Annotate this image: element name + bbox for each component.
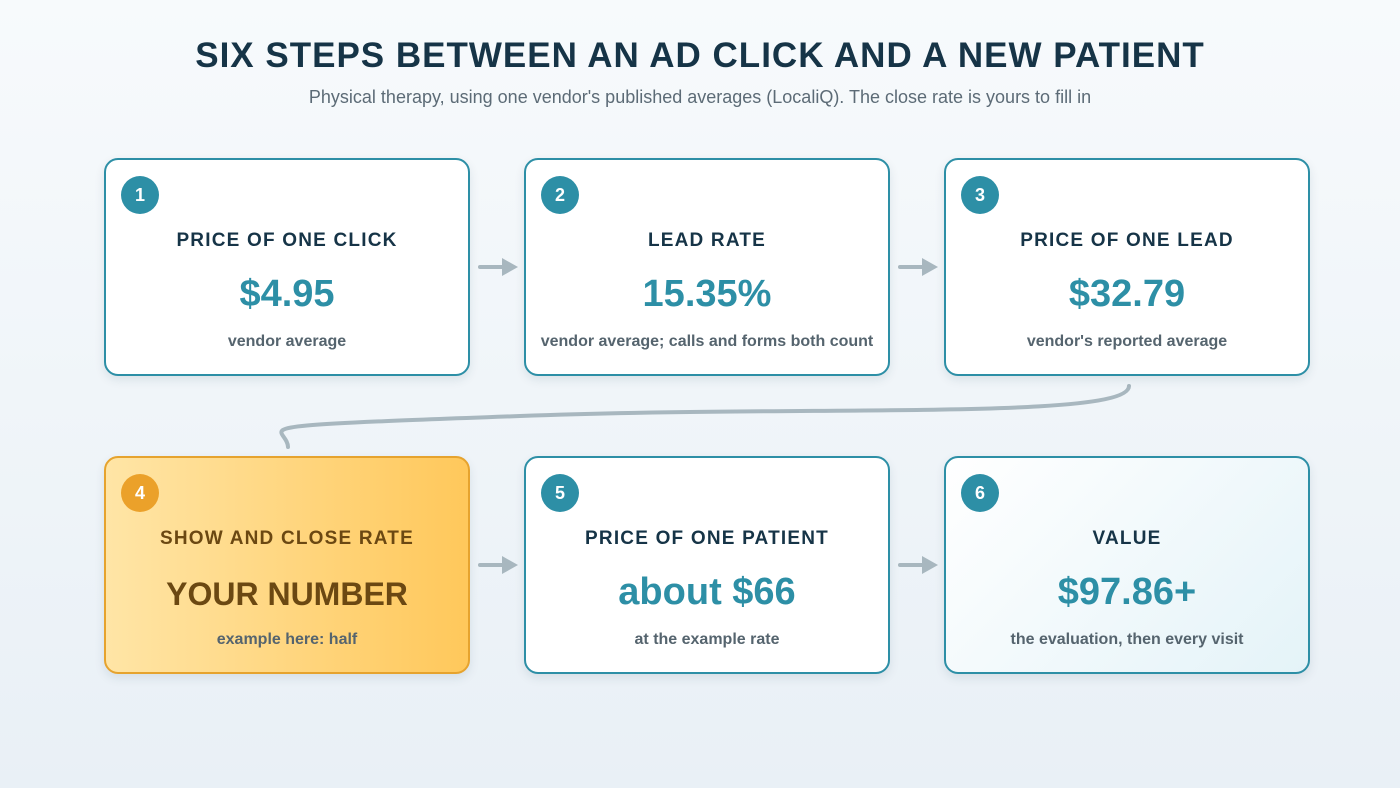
step-number-badge: 5 <box>541 474 579 512</box>
step-card-4: 4 SHOW AND CLOSE RATE YOUR NUMBER exampl… <box>104 456 470 674</box>
step-value: $97.86+ <box>1057 571 1197 613</box>
step-note: vendor's reported average <box>1026 333 1228 350</box>
step-number-badge: 1 <box>121 176 159 214</box>
step-note: vendor average <box>227 333 347 350</box>
step-label: PRICE OF ONE CLICK <box>176 230 398 251</box>
step-card-6: 6 VALUE $97.86+ the evaluation, then eve… <box>944 456 1310 674</box>
step-label: PRICE OF ONE LEAD <box>1020 230 1234 251</box>
connector-3-4 <box>279 384 1131 449</box>
arrow-1-2-icon <box>502 258 518 276</box>
step-value: about $66 <box>618 571 796 613</box>
step-number-badge: 3 <box>961 176 999 214</box>
step-card-2: 2 LEAD RATE 15.35% vendor average; calls… <box>524 158 890 376</box>
step-note: example here: half <box>216 631 358 648</box>
step-card-3: 3 PRICE OF ONE LEAD $32.79 vendor's repo… <box>944 158 1310 376</box>
step-card-1: 1 PRICE OF ONE CLICK $4.95 vendor averag… <box>104 158 470 376</box>
step-note: the evaluation, then every visit <box>1010 631 1244 648</box>
step-number-badge: 2 <box>541 176 579 214</box>
step-card-5: 5 PRICE OF ONE PATIENT about $66 at the … <box>524 456 890 674</box>
step-value: 15.35% <box>642 273 772 315</box>
arrow-5-6-icon <box>922 556 938 574</box>
arrow-4-5-icon <box>502 556 518 574</box>
step-value: $32.79 <box>1068 273 1186 315</box>
arrow-2-3-icon <box>922 258 938 276</box>
page-title: SIX STEPS BETWEEN AN AD CLICK AND A NEW … <box>195 36 1205 75</box>
step-label: SHOW AND CLOSE RATE <box>160 528 414 549</box>
step-note: at the example rate <box>634 631 780 648</box>
step-value: $4.95 <box>239 273 335 315</box>
page-subtitle: Physical therapy, using one vendor's pub… <box>308 87 1092 107</box>
step-label: PRICE OF ONE PATIENT <box>585 528 829 549</box>
step-label: VALUE <box>1092 528 1162 549</box>
step-value: YOUR NUMBER <box>166 576 408 612</box>
step-label: LEAD RATE <box>647 230 767 251</box>
step-note: vendor average; calls and forms both cou… <box>540 333 874 350</box>
step-number-badge: 6 <box>961 474 999 512</box>
step-number-badge: 4 <box>121 474 159 512</box>
